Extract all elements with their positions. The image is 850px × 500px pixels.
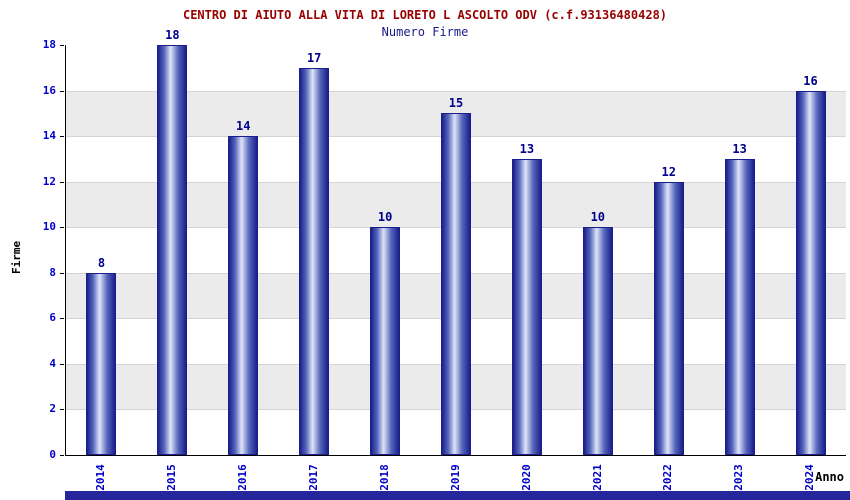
y-tick-label: 0	[49, 448, 56, 461]
y-tick-label: 2	[49, 402, 56, 416]
y-tick-mark	[60, 363, 64, 365]
x-tick-label-2016: 2016	[222, 458, 262, 496]
y-tick-label: 4	[49, 356, 56, 370]
bar-value-label: 16	[803, 73, 818, 88]
bar-value-label: 10	[590, 210, 606, 225]
x-tick-label-2014: 2014	[80, 458, 120, 496]
x-tick-label-2023: 2023	[719, 458, 759, 496]
bar-2024	[795, 90, 826, 455]
bar-value-label: 12	[661, 164, 676, 179]
bar-2014	[86, 272, 117, 455]
x-tick-label-2021: 2021	[577, 458, 617, 496]
bar-value-label: 13	[519, 141, 535, 156]
x-tick-text: 2015	[164, 463, 178, 491]
x-tick-text: 2021	[590, 463, 604, 491]
chart-subtitle: Numero Firme	[381, 25, 469, 39]
y-tick-label: 14	[42, 129, 56, 143]
plot-area: 8 18 14 17 10 15 13 10 12 13 16	[65, 28, 846, 456]
x-tick-label-2019: 2019	[435, 458, 475, 496]
y-tick-label: 8	[49, 265, 56, 279]
bar-value-label: 8	[97, 255, 106, 270]
y-tick-label: 10	[42, 220, 56, 234]
x-tick-text: 2023	[732, 463, 746, 491]
y-tick-label: 18	[42, 38, 56, 51]
y-tick-mark	[60, 455, 64, 456]
gridline	[66, 90, 846, 92]
y-tick-mark	[60, 90, 64, 92]
y-tick-label: 6	[49, 311, 56, 325]
y-tick-mark	[60, 45, 64, 46]
bar-2023	[724, 158, 755, 455]
y-tick-mark	[60, 227, 64, 229]
y-tick-mark	[60, 272, 64, 274]
y-tick-mark	[60, 409, 64, 411]
x-tick-text: 2017	[306, 463, 320, 491]
x-tick-text: 2024	[803, 463, 817, 491]
bar-value-label: 17	[306, 50, 322, 65]
x-tick-text: 2014	[93, 463, 107, 491]
bar-2018	[370, 227, 401, 455]
bar-value-label: 14	[236, 119, 251, 134]
x-tick-label-2018: 2018	[364, 458, 404, 496]
bar-value-label: 15	[448, 96, 464, 111]
bar-value-label: 18	[165, 28, 180, 42]
y-tick-mark	[60, 181, 64, 183]
y-tick-label: 16	[42, 83, 56, 97]
y-tick-mark	[60, 136, 64, 138]
x-tick-text: 2022	[661, 463, 675, 491]
x-tick-label-2022: 2022	[648, 458, 688, 496]
x-tick-label-2020: 2020	[506, 458, 546, 496]
bar-2019	[441, 113, 471, 455]
x-tick-text: 2018	[377, 463, 391, 491]
x-tick-label-2015: 2015	[151, 458, 191, 496]
bar-value-label: 13	[732, 141, 747, 156]
x-tick-text: 2020	[519, 463, 533, 491]
x-tick-text: 2016	[235, 463, 249, 491]
y-tick-mark	[60, 318, 64, 320]
grid-band	[66, 45, 846, 91]
bar-2022	[653, 181, 684, 455]
x-tick-label-2017: 2017	[293, 458, 333, 496]
chart-title: CENTRO DI AIUTO ALLA VITA DI LORETO L AS…	[182, 8, 668, 22]
bar-2020	[511, 158, 542, 455]
x-tick-label-2024: 2024	[790, 458, 830, 496]
bar-value-label: 10	[377, 210, 393, 225]
y-tick-label: 12	[42, 174, 56, 188]
bar-2016	[228, 136, 259, 455]
bar-2017	[299, 67, 330, 455]
bar-2015	[157, 45, 188, 455]
x-tick-text: 2019	[448, 463, 462, 491]
x-axis-title: Anno	[815, 470, 844, 484]
bar-2021	[582, 227, 613, 455]
bottom-strip	[65, 491, 850, 500]
